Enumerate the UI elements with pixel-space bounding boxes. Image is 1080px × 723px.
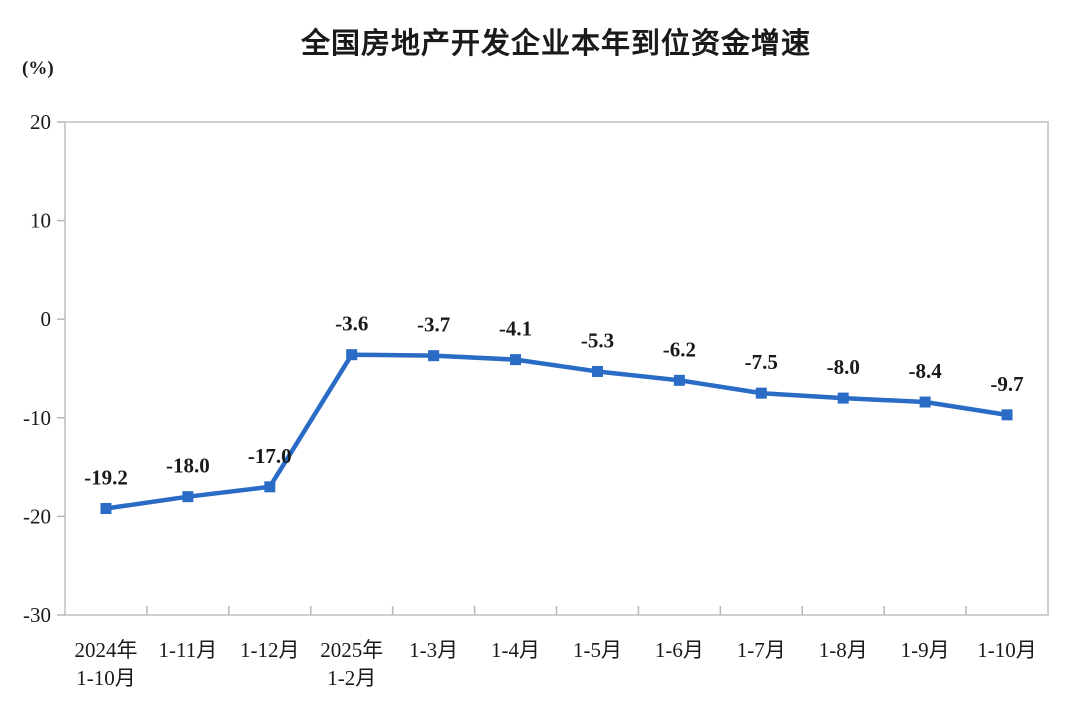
x-tick-label: 1-6月: [655, 638, 704, 662]
x-tick-label: 1-9月: [901, 638, 950, 662]
data-point-marker: [510, 354, 522, 366]
data-label: -8.0: [827, 355, 860, 379]
data-point-marker: [919, 396, 931, 408]
y-tick-label: 10: [30, 209, 51, 233]
x-tick-label: 2025年: [320, 638, 383, 662]
x-tick-label: 1-10月: [76, 666, 136, 690]
data-label: -4.1: [499, 317, 532, 341]
data-label: -18.0: [166, 454, 210, 478]
y-tick-label: -30: [23, 603, 51, 627]
data-label: -5.3: [581, 328, 614, 352]
data-label: -8.4: [909, 359, 943, 383]
data-label: -17.0: [248, 444, 292, 468]
data-label: -7.5: [745, 350, 778, 374]
data-point-marker: [755, 387, 767, 399]
data-point-marker: [100, 503, 112, 515]
data-point-marker: [591, 365, 603, 377]
plot-border: [64, 121, 1049, 616]
data-point-marker: [1001, 409, 1013, 421]
x-tick-label: 2024年: [74, 638, 137, 662]
y-tick-label: 0: [41, 307, 52, 331]
series-line: [103, 352, 1010, 511]
data-point-marker: [346, 349, 358, 361]
x-tick-label: 1-2月: [327, 666, 376, 690]
x-tick-label: 1-11月: [159, 638, 218, 662]
data-point-marker: [264, 481, 276, 493]
data-point-marker: [428, 350, 440, 362]
x-tick-label: 1-3月: [409, 638, 458, 662]
data-label: -19.2: [84, 466, 128, 490]
data-point-marker: [837, 392, 849, 404]
y-axis-unit-label: (%): [22, 58, 54, 79]
x-tick-label: 1-5月: [573, 638, 622, 662]
data-point-marker: [182, 491, 194, 503]
y-tick-label: 20: [30, 110, 51, 134]
y-tick-label: -10: [23, 406, 51, 430]
x-tick-label: 1-10月: [977, 638, 1037, 662]
data-point-marker: [673, 374, 685, 386]
data-label: -6.2: [663, 337, 696, 361]
x-tick-label: 1-7月: [737, 638, 786, 662]
data-label: -9.7: [990, 372, 1023, 396]
x-tick-label: 1-4月: [491, 638, 540, 662]
data-label: -3.6: [335, 312, 368, 336]
chart-title: 全国房地产开发企业本年到位资金增速: [300, 28, 811, 60]
data-label: -3.7: [417, 313, 450, 337]
x-tick-label: 1-8月: [819, 638, 868, 662]
x-tick-label: 1-12月: [240, 638, 300, 662]
y-tick-label: -20: [23, 504, 51, 528]
